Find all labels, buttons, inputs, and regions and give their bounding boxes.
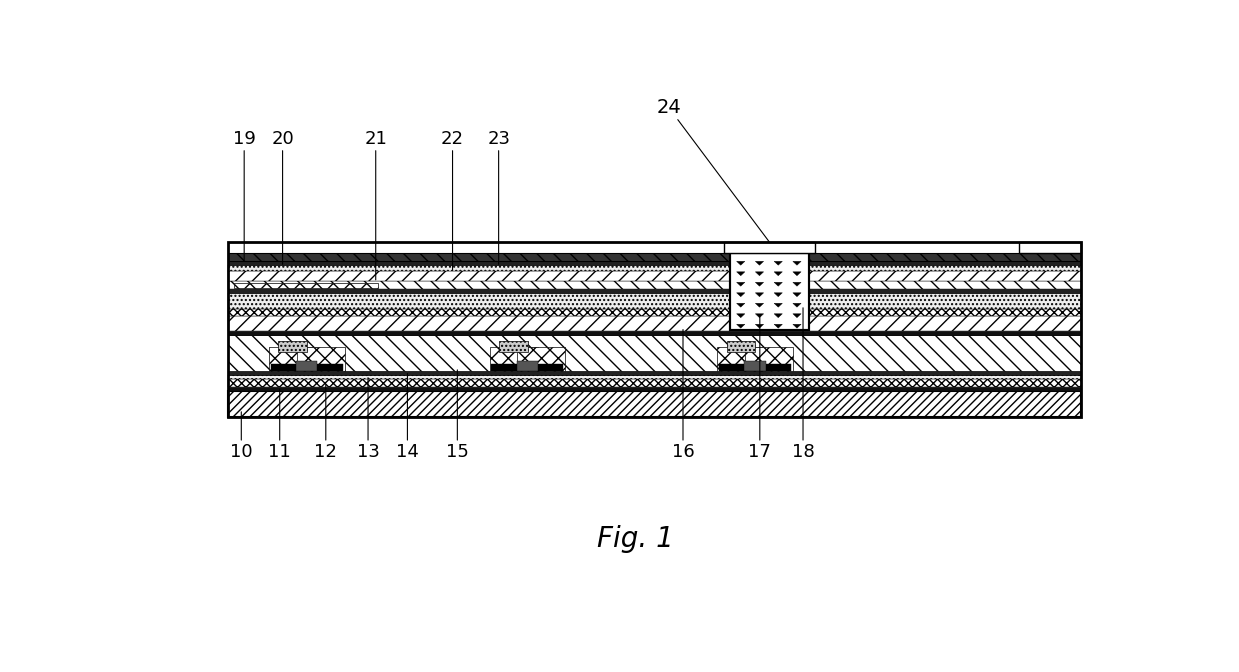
Polygon shape	[756, 293, 763, 296]
Bar	[730, 253, 809, 330]
Text: 16: 16	[672, 329, 694, 461]
Bar	[228, 335, 1080, 372]
Bar	[228, 387, 1080, 391]
Polygon shape	[737, 282, 745, 286]
Bar	[745, 347, 793, 372]
Bar	[296, 347, 344, 372]
Polygon shape	[793, 325, 802, 328]
Text: 18: 18	[792, 308, 814, 461]
Bar	[228, 391, 1080, 417]
Bar	[228, 289, 1080, 293]
Polygon shape	[756, 282, 763, 286]
Bar	[489, 347, 538, 372]
Polygon shape	[774, 303, 782, 307]
Polygon shape	[737, 314, 745, 318]
Text: Fig. 1: Fig. 1	[597, 525, 673, 552]
Polygon shape	[793, 261, 802, 265]
Polygon shape	[793, 282, 802, 286]
Bar	[492, 364, 564, 371]
Text: 15: 15	[446, 370, 468, 461]
Text: 10: 10	[230, 412, 253, 461]
Bar	[228, 261, 1080, 265]
Bar	[228, 253, 1080, 261]
Bar	[228, 372, 1080, 374]
Bar	[279, 341, 307, 351]
Polygon shape	[737, 293, 745, 296]
Polygon shape	[793, 271, 802, 276]
Text: 14: 14	[396, 374, 419, 461]
Polygon shape	[756, 314, 763, 318]
Bar	[228, 331, 1080, 335]
Bar	[228, 271, 1080, 282]
Polygon shape	[774, 314, 782, 318]
Text: 13: 13	[357, 378, 379, 461]
Text: 24: 24	[657, 98, 769, 242]
Bar	[228, 316, 1080, 331]
Bar	[234, 283, 378, 288]
Bar	[730, 253, 809, 330]
Text: 19: 19	[233, 130, 255, 259]
Bar	[228, 379, 1080, 387]
Polygon shape	[793, 293, 802, 296]
Polygon shape	[774, 325, 782, 328]
Bar	[228, 309, 1080, 316]
Bar	[228, 374, 1080, 379]
Bar	[719, 364, 790, 371]
Text: 22: 22	[441, 130, 465, 270]
Text: 17: 17	[748, 314, 771, 461]
Text: 20: 20	[271, 130, 294, 264]
Polygon shape	[793, 314, 802, 318]
Polygon shape	[774, 261, 782, 265]
Bar	[518, 347, 565, 372]
Polygon shape	[737, 271, 745, 276]
Bar	[727, 341, 756, 351]
Bar	[228, 282, 1080, 289]
Bar	[517, 361, 538, 372]
Bar	[1018, 242, 1080, 253]
Polygon shape	[737, 261, 745, 265]
Polygon shape	[756, 261, 763, 265]
Text: 12: 12	[315, 385, 337, 461]
Polygon shape	[756, 303, 763, 307]
Polygon shape	[737, 325, 745, 328]
Bar	[717, 347, 766, 372]
Bar	[228, 265, 1080, 271]
Polygon shape	[774, 282, 782, 286]
Text: 23: 23	[487, 130, 510, 264]
Polygon shape	[774, 271, 782, 276]
Bar	[725, 242, 814, 253]
Bar	[269, 347, 317, 372]
Text: 11: 11	[269, 389, 291, 461]
Bar	[745, 361, 766, 372]
Polygon shape	[774, 293, 782, 296]
Bar	[270, 364, 343, 371]
Polygon shape	[756, 325, 763, 328]
Polygon shape	[756, 271, 763, 276]
Text: 21: 21	[364, 130, 387, 280]
Bar	[499, 341, 528, 351]
Bar	[296, 361, 317, 372]
Polygon shape	[793, 303, 802, 307]
Bar	[228, 293, 1080, 309]
Polygon shape	[737, 303, 745, 307]
Bar	[228, 242, 1080, 417]
